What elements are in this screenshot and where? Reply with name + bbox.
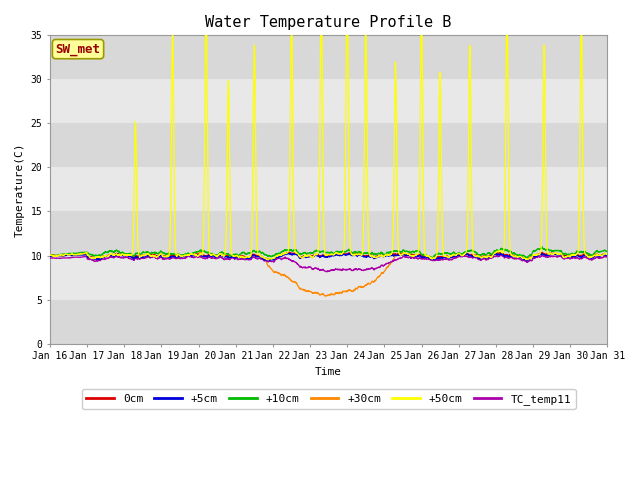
TC_temp11: [260, 258, 268, 264]
+5cm: [109, 253, 117, 259]
+50cm: [109, 252, 117, 258]
+5cm: [143, 253, 150, 259]
0cm: [604, 251, 611, 257]
+30cm: [143, 252, 150, 257]
+10cm: [604, 248, 611, 254]
Bar: [50, 123, 607, 168]
Y-axis label: Temperature(C): Temperature(C): [15, 142, 25, 237]
+50cm: [593, 252, 600, 258]
+30cm: [109, 252, 117, 258]
TC_temp11: [497, 252, 504, 258]
TC_temp11: [109, 255, 117, 261]
+50cm: [533, 252, 541, 258]
+10cm: [46, 252, 54, 258]
X-axis label: Time: Time: [315, 367, 342, 377]
Bar: [50, 255, 607, 300]
0cm: [46, 252, 54, 258]
Line: +5cm: +5cm: [50, 253, 607, 261]
+10cm: [260, 251, 268, 257]
Line: +30cm: +30cm: [50, 252, 607, 296]
0cm: [143, 252, 150, 258]
Line: +10cm: +10cm: [50, 247, 607, 258]
+5cm: [532, 253, 540, 259]
0cm: [284, 250, 292, 255]
+30cm: [604, 251, 611, 257]
+30cm: [46, 252, 54, 258]
TC_temp11: [533, 254, 541, 260]
+10cm: [109, 249, 117, 255]
TC_temp11: [323, 269, 330, 275]
+30cm: [593, 251, 600, 257]
+10cm: [143, 249, 150, 255]
+5cm: [46, 253, 54, 259]
0cm: [533, 252, 541, 258]
+50cm: [260, 255, 268, 261]
+5cm: [284, 251, 292, 256]
+30cm: [533, 252, 541, 257]
Bar: [50, 212, 607, 255]
TC_temp11: [604, 254, 611, 260]
+50cm: [168, 33, 176, 38]
+10cm: [532, 247, 540, 252]
+5cm: [260, 257, 268, 263]
+50cm: [46, 252, 54, 258]
TC_temp11: [46, 255, 54, 261]
+5cm: [593, 252, 600, 258]
Bar: [50, 79, 607, 123]
+30cm: [260, 256, 268, 262]
+30cm: [323, 293, 330, 299]
Text: SW_met: SW_met: [56, 43, 100, 56]
+30cm: [197, 249, 205, 255]
0cm: [260, 255, 268, 261]
0cm: [265, 257, 273, 263]
TC_temp11: [284, 255, 292, 261]
TC_temp11: [143, 254, 150, 260]
+50cm: [143, 252, 150, 257]
Bar: [50, 36, 607, 79]
Line: +50cm: +50cm: [50, 36, 607, 260]
+50cm: [284, 248, 292, 254]
Bar: [50, 168, 607, 212]
TC_temp11: [593, 254, 600, 260]
Line: TC_temp11: TC_temp11: [50, 255, 607, 272]
Legend: 0cm, +5cm, +10cm, +30cm, +50cm, TC_temp11: 0cm, +5cm, +10cm, +30cm, +50cm, TC_temp1…: [82, 389, 575, 409]
0cm: [109, 252, 117, 258]
+5cm: [524, 258, 531, 264]
+10cm: [593, 248, 600, 254]
0cm: [285, 250, 293, 255]
+5cm: [538, 251, 546, 256]
0cm: [593, 252, 600, 257]
+50cm: [604, 251, 611, 257]
Line: 0cm: 0cm: [50, 252, 607, 260]
+30cm: [284, 275, 292, 280]
+5cm: [604, 252, 611, 258]
+10cm: [284, 247, 292, 253]
Bar: [50, 300, 607, 344]
+10cm: [428, 255, 436, 261]
+10cm: [538, 244, 546, 250]
+50cm: [264, 257, 272, 263]
Title: Water Temperature Profile B: Water Temperature Profile B: [205, 15, 452, 30]
